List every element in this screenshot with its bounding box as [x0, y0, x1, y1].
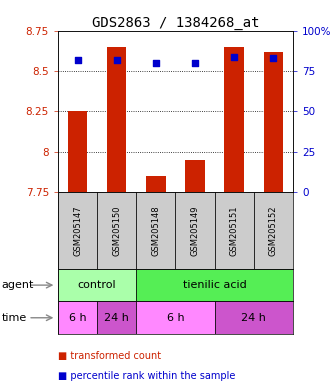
Text: GSM205149: GSM205149: [191, 205, 200, 256]
Bar: [136, 192, 175, 269]
Text: control: control: [78, 280, 117, 290]
Text: 24 h: 24 h: [241, 313, 266, 323]
Point: [114, 57, 119, 63]
Point: [153, 60, 159, 66]
Bar: [185, 160, 205, 192]
Bar: [68, 111, 87, 192]
Bar: [254, 192, 293, 269]
Bar: [58, 301, 97, 334]
Title: GDS2863 / 1384268_at: GDS2863 / 1384268_at: [92, 16, 259, 30]
Bar: [58, 192, 97, 269]
Point: [75, 57, 80, 63]
Bar: [214, 192, 254, 269]
Text: GSM205147: GSM205147: [73, 205, 82, 256]
Bar: [263, 52, 283, 192]
Bar: [97, 301, 136, 334]
Bar: [214, 301, 293, 334]
Text: tienilic acid: tienilic acid: [183, 280, 247, 290]
Text: GSM205150: GSM205150: [112, 205, 121, 256]
Text: GSM205152: GSM205152: [269, 205, 278, 256]
Text: 24 h: 24 h: [104, 313, 129, 323]
Text: ■ percentile rank within the sample: ■ percentile rank within the sample: [58, 371, 235, 381]
Bar: [97, 192, 136, 269]
Point: [231, 53, 237, 60]
Text: GSM205148: GSM205148: [151, 205, 160, 256]
Text: ■ transformed count: ■ transformed count: [58, 351, 161, 361]
Text: time: time: [2, 313, 27, 323]
Text: 6 h: 6 h: [166, 313, 184, 323]
Point: [271, 55, 276, 61]
Bar: [146, 176, 166, 192]
Bar: [224, 47, 244, 192]
Bar: [136, 269, 293, 301]
Text: agent: agent: [2, 280, 34, 290]
Point: [192, 60, 198, 66]
Bar: [107, 47, 126, 192]
Text: GSM205151: GSM205151: [230, 205, 239, 256]
Text: 6 h: 6 h: [69, 313, 86, 323]
Bar: [175, 192, 214, 269]
Bar: [58, 269, 136, 301]
Bar: [136, 301, 214, 334]
